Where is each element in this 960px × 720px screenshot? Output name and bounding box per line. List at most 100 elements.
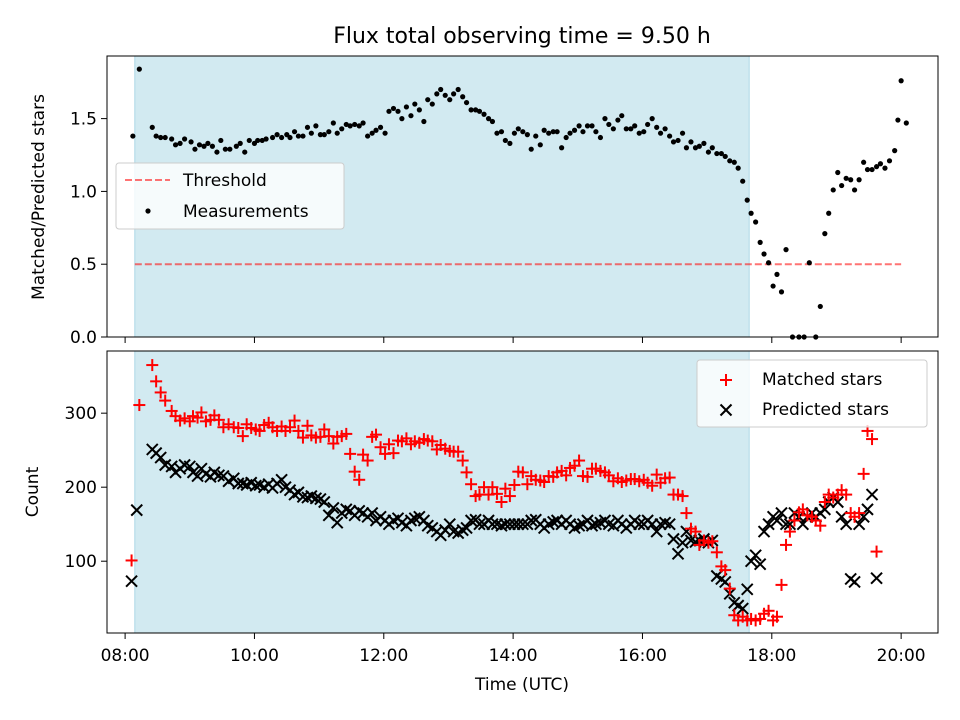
measurement-point xyxy=(269,134,276,141)
matched-star-point xyxy=(866,433,879,446)
measurement-point xyxy=(770,283,776,289)
measurement-point xyxy=(709,145,715,151)
measurement-point xyxy=(550,129,556,135)
measurement-point xyxy=(365,133,371,139)
measurement-point xyxy=(158,134,164,141)
matched-star-point xyxy=(486,481,499,494)
measurement-point xyxy=(869,166,875,173)
predicted-star-point xyxy=(839,517,853,531)
measurement-point xyxy=(382,130,388,136)
measurement-point xyxy=(861,159,867,165)
measurement-point xyxy=(274,132,280,138)
measurement-point xyxy=(447,97,453,103)
measurement-point xyxy=(628,126,634,132)
matched-legend-marker xyxy=(720,374,732,386)
measurement-point xyxy=(546,130,552,136)
measurement-point xyxy=(468,107,474,113)
x-tick-label: 18:00 xyxy=(747,646,796,666)
measurement-point xyxy=(688,139,694,145)
matched-star-point xyxy=(857,467,870,480)
measurement-point xyxy=(209,143,216,149)
matched-star-point xyxy=(212,413,225,426)
measurement-point xyxy=(321,132,327,138)
measurement-point xyxy=(434,91,440,97)
predicted-star-point xyxy=(775,506,788,520)
matched-star-point xyxy=(495,495,508,508)
bottom-panel: 100 200 300 08:00 10:00 12:00 14:00 16:00 18:00 2… xyxy=(23,350,939,695)
measurement-point xyxy=(895,117,901,123)
measurement-point xyxy=(541,127,547,133)
matched-star-point xyxy=(146,359,159,372)
measurement-point xyxy=(429,101,435,107)
measurement-point xyxy=(696,143,702,149)
measurement-point xyxy=(649,116,655,122)
matched-star-point xyxy=(452,445,465,458)
top-legend: Threshold Measurements xyxy=(115,162,345,230)
matched-star-point xyxy=(853,507,866,520)
chart-title: Flux total observing time = 9.50 h xyxy=(333,24,711,49)
top-y-tick-label: 0.0 xyxy=(70,328,97,348)
matched-star-point xyxy=(503,490,516,503)
measurement-point xyxy=(817,303,823,310)
matched-star-point xyxy=(284,421,297,434)
measurement-point xyxy=(580,129,586,135)
measurement-point xyxy=(242,149,248,155)
measurement-point xyxy=(339,126,345,132)
predicted-star-point xyxy=(365,506,379,520)
predicted-star-point xyxy=(770,514,784,527)
top-y-tick-label: 1.5 xyxy=(70,110,97,130)
measurement-point xyxy=(451,91,457,97)
measurement-point xyxy=(255,137,261,144)
measurement-point xyxy=(279,134,285,141)
measurement-point xyxy=(369,130,375,136)
measurement-point xyxy=(563,134,569,141)
predicted-legend-marker xyxy=(719,403,733,417)
matched-star-point xyxy=(296,431,309,444)
predicted-star-point xyxy=(865,488,879,501)
predicted-star-point xyxy=(154,451,167,464)
matched-star-point xyxy=(818,495,831,508)
top-y-tick-label: 0.5 xyxy=(70,255,97,275)
measurement-point xyxy=(295,133,302,139)
matched-star-point xyxy=(516,466,529,479)
bottom-y-tick-label: 100 xyxy=(65,552,97,572)
bottom-y-label: Count xyxy=(23,466,43,517)
predicted-star-point xyxy=(331,516,344,529)
predicted-star-point xyxy=(762,517,775,531)
measurement-point xyxy=(300,133,306,139)
measurement-point xyxy=(830,187,836,193)
matched-star-point xyxy=(680,507,693,520)
predicted-star-point xyxy=(512,517,525,531)
measurement-point xyxy=(636,130,642,136)
measurement-point xyxy=(748,210,754,216)
matched-star-point xyxy=(150,375,163,388)
measurement-point xyxy=(774,271,780,277)
matched-star-point xyxy=(374,441,387,454)
bottom-axis-ticks: 100 200 300 08:00 10:00 12:00 14:00 16:00 18:00 2… xyxy=(65,404,926,666)
predicted-star-point xyxy=(340,503,353,516)
measurement-point xyxy=(864,166,871,173)
x-tick-label: 20:00 xyxy=(877,646,926,666)
top-panel: 0.0 0.5 1.0 1.5 Matched/Predicted stars Thr… xyxy=(29,55,939,348)
measurement-point xyxy=(222,146,228,152)
matched-star-point xyxy=(780,538,793,551)
matched-star-point xyxy=(490,487,503,500)
measurement-point xyxy=(806,260,812,266)
matched-star-point xyxy=(573,454,586,467)
measurement-point xyxy=(498,129,505,135)
measurement-point xyxy=(237,140,243,146)
measurement-point xyxy=(421,118,427,125)
measurement-point xyxy=(892,148,898,154)
measurement-point xyxy=(352,121,358,128)
matched-star-point xyxy=(460,466,473,479)
measurement-point xyxy=(839,182,845,189)
measurement-point xyxy=(783,247,789,253)
predicted-star-point xyxy=(499,517,512,531)
measurement-point xyxy=(705,149,712,155)
matched-star-point xyxy=(788,514,801,527)
matched-star-point xyxy=(340,427,353,440)
measurement-point xyxy=(149,124,155,130)
predicted-star-point xyxy=(848,575,861,589)
measurement-point xyxy=(873,164,880,170)
